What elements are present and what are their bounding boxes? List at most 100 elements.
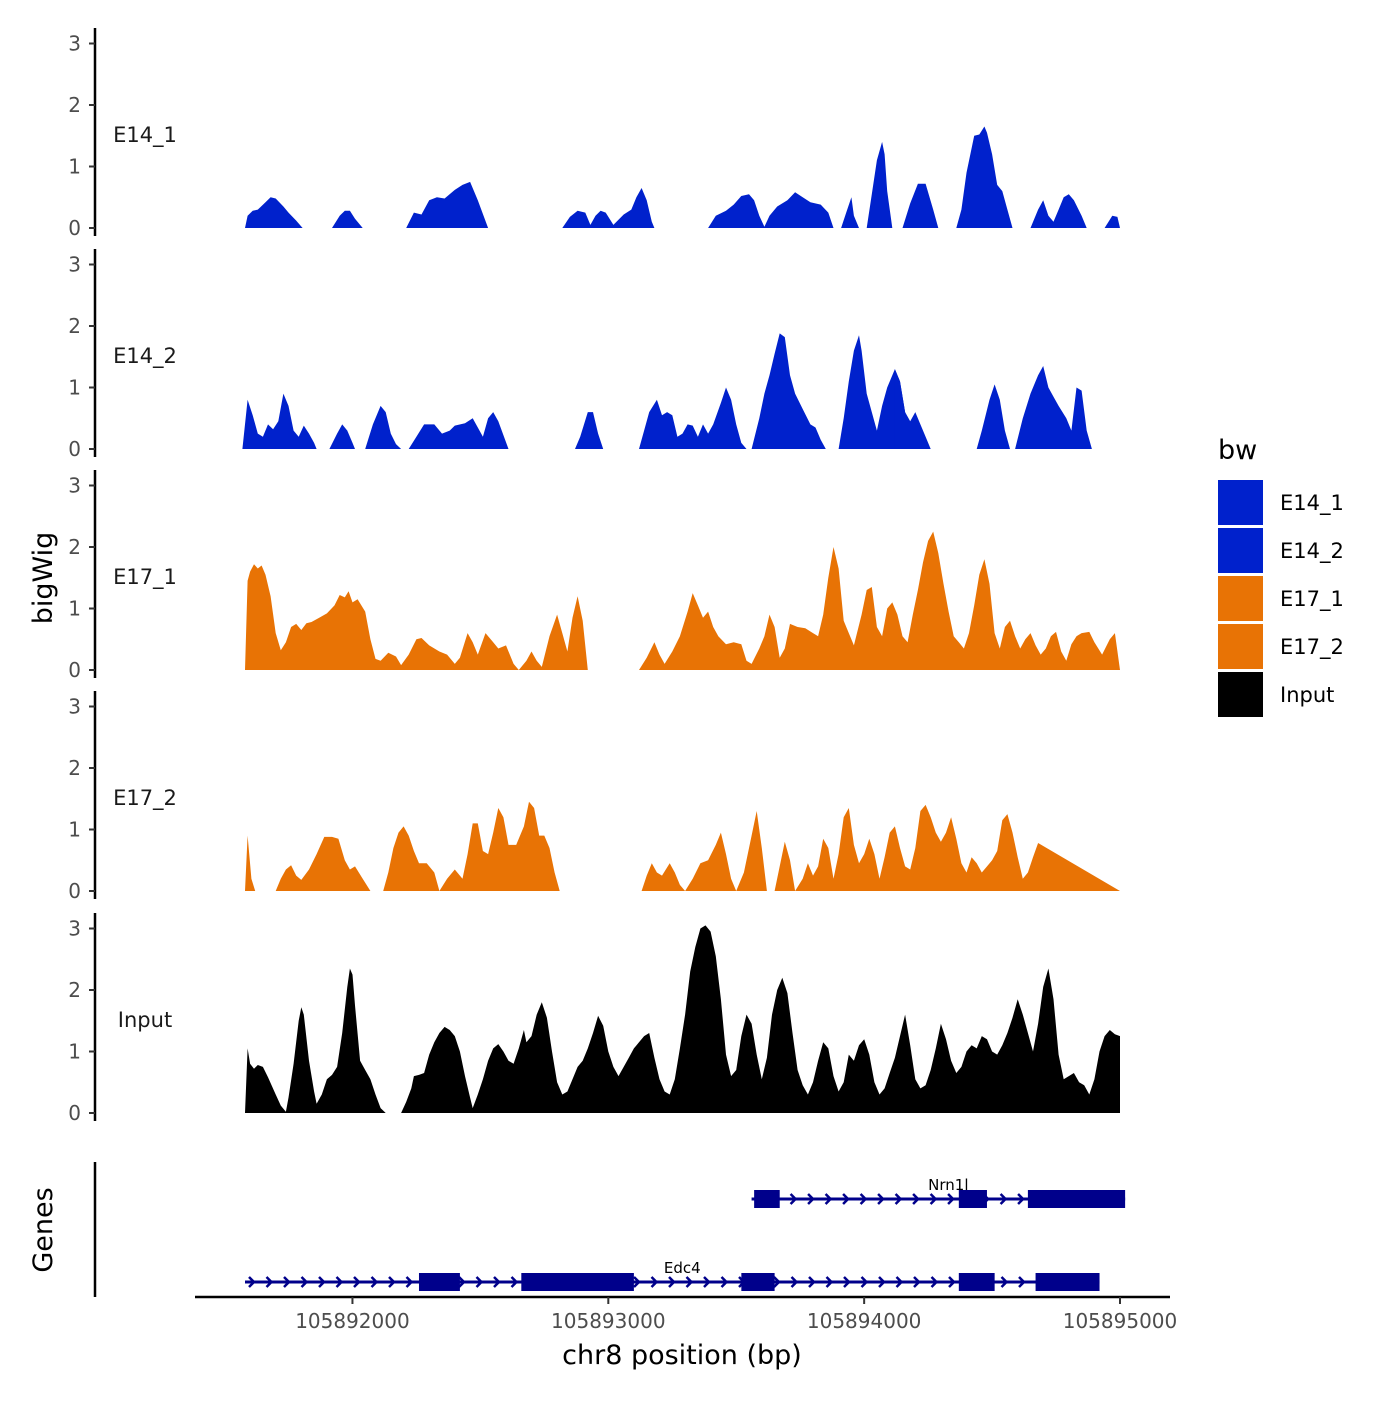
strand-arrow bbox=[475, 1276, 484, 1288]
strand-arrow bbox=[318, 1276, 326, 1288]
gene-nrn1l: Nrn1l bbox=[751, 1176, 1126, 1208]
legend-label: E14_1 bbox=[1280, 491, 1344, 516]
y-tick-label: 3 bbox=[68, 695, 81, 719]
strand-arrow bbox=[808, 1276, 816, 1288]
y-tick-label: 0 bbox=[68, 216, 81, 240]
strand-arrow bbox=[1018, 1276, 1026, 1288]
y-tick-label: 1 bbox=[68, 155, 81, 179]
strand-arrow bbox=[370, 1276, 379, 1288]
y-axis-title: bigWig bbox=[28, 532, 59, 625]
strand-arrow bbox=[703, 1276, 711, 1288]
signal-area bbox=[641, 811, 767, 891]
y-tick-label: 3 bbox=[68, 253, 81, 277]
legend-swatch bbox=[1218, 576, 1263, 621]
gene-exon bbox=[741, 1273, 775, 1291]
legend-label: E17_1 bbox=[1280, 587, 1344, 612]
y-tick-label: 1 bbox=[68, 597, 81, 621]
signal-area bbox=[245, 968, 386, 1113]
signal-area bbox=[245, 197, 303, 228]
y-tick-label: 3 bbox=[68, 474, 81, 498]
x-tick-label: 105894000 bbox=[807, 1309, 922, 1333]
strand-arrow bbox=[947, 1193, 955, 1205]
strand-arrow bbox=[930, 1276, 939, 1288]
signal-area bbox=[1104, 215, 1120, 228]
legend-title: bw bbox=[1218, 435, 1257, 466]
strand-arrow bbox=[668, 1276, 676, 1288]
y-tick-label: 2 bbox=[68, 978, 81, 1002]
strand-arrow bbox=[825, 1276, 834, 1288]
y-tick-label: 0 bbox=[68, 1101, 81, 1125]
track-label: E14_1 bbox=[113, 123, 177, 148]
strand-arrow bbox=[1017, 1193, 1025, 1205]
track-e17-1: 0 1 2 3 E17_1 bbox=[68, 470, 1120, 682]
strand-arrow bbox=[248, 1276, 256, 1288]
legend-label: Input bbox=[1280, 683, 1334, 707]
strand-arrow bbox=[878, 1276, 886, 1288]
strand-arrow bbox=[859, 1193, 868, 1205]
signal-area bbox=[245, 564, 588, 670]
y-tick-label: 1 bbox=[68, 818, 81, 842]
strand-arrow bbox=[773, 1276, 781, 1288]
y-tick-label: 2 bbox=[68, 314, 81, 338]
strand-arrow bbox=[405, 1276, 414, 1288]
gene-name-label: Edc4 bbox=[664, 1259, 701, 1277]
strand-arrow bbox=[999, 1193, 1008, 1205]
signal-area bbox=[575, 412, 604, 449]
signal-area bbox=[332, 210, 363, 228]
signal-area bbox=[406, 181, 489, 228]
legend-swatch bbox=[1218, 672, 1263, 717]
signal-area bbox=[329, 424, 355, 449]
signal-area bbox=[562, 188, 655, 228]
gene-exon bbox=[958, 1273, 995, 1291]
strand-arrow bbox=[824, 1193, 833, 1205]
strand-arrow bbox=[458, 1276, 466, 1288]
signal-area bbox=[976, 384, 1010, 449]
signal-area bbox=[894, 369, 931, 449]
legend-swatch bbox=[1218, 624, 1263, 669]
strand-arrow bbox=[929, 1193, 938, 1205]
gene-exon bbox=[754, 1190, 780, 1208]
legend-swatch bbox=[1218, 528, 1263, 573]
signal-area bbox=[383, 801, 560, 891]
signal-area bbox=[838, 335, 908, 449]
signal-area bbox=[242, 393, 317, 449]
gene-exon bbox=[958, 1190, 987, 1208]
signal-area bbox=[639, 387, 747, 449]
y-tick-label: 2 bbox=[68, 535, 81, 559]
strand-arrow bbox=[650, 1276, 659, 1288]
legend-label: E17_2 bbox=[1280, 635, 1344, 660]
track-e14-2: 0 1 2 3 E14_2 bbox=[68, 249, 1092, 461]
signal-area bbox=[639, 531, 1120, 670]
strand-arrow bbox=[894, 1193, 903, 1205]
signal-area bbox=[1030, 194, 1087, 228]
signal-area bbox=[956, 126, 1013, 228]
signal-area bbox=[902, 183, 939, 228]
x-tick-label: 105895000 bbox=[1063, 1309, 1178, 1333]
track-label: E17_2 bbox=[113, 786, 177, 811]
track-input: 0 1 2 3 Input bbox=[68, 913, 1121, 1125]
track-e14-1: 0 1 2 3 E14_1 bbox=[68, 28, 1120, 240]
y-tick-label: 3 bbox=[68, 917, 81, 941]
strand-arrow bbox=[633, 1276, 641, 1288]
track-label: E17_1 bbox=[113, 565, 177, 590]
strand-arrow bbox=[807, 1193, 815, 1205]
strand-arrow bbox=[720, 1276, 729, 1288]
strand-arrow bbox=[300, 1276, 309, 1288]
strand-arrow bbox=[913, 1276, 921, 1288]
strand-arrow bbox=[283, 1276, 291, 1288]
gene-exon bbox=[1027, 1190, 1126, 1208]
x-axis: 105892000 105893000 105894000 105895000 chr8… bbox=[195, 1295, 1178, 1371]
strand-arrow bbox=[948, 1276, 956, 1288]
gene-edc4: Edc4 bbox=[245, 1259, 1100, 1291]
y-tick-label: 2 bbox=[68, 756, 81, 780]
x-tick-label: 105893000 bbox=[551, 1309, 666, 1333]
x-tick-label: 105892000 bbox=[295, 1309, 410, 1333]
signal-area bbox=[365, 405, 402, 449]
y-tick-label: 2 bbox=[68, 93, 81, 117]
legend-label: E14_2 bbox=[1280, 539, 1344, 564]
strand-arrow bbox=[353, 1276, 361, 1288]
signal-area bbox=[275, 836, 371, 891]
legend: bw E14_1 E14_2 E17_1 E17_2 Input bbox=[1218, 435, 1344, 717]
y-tick-label: 3 bbox=[68, 32, 81, 56]
